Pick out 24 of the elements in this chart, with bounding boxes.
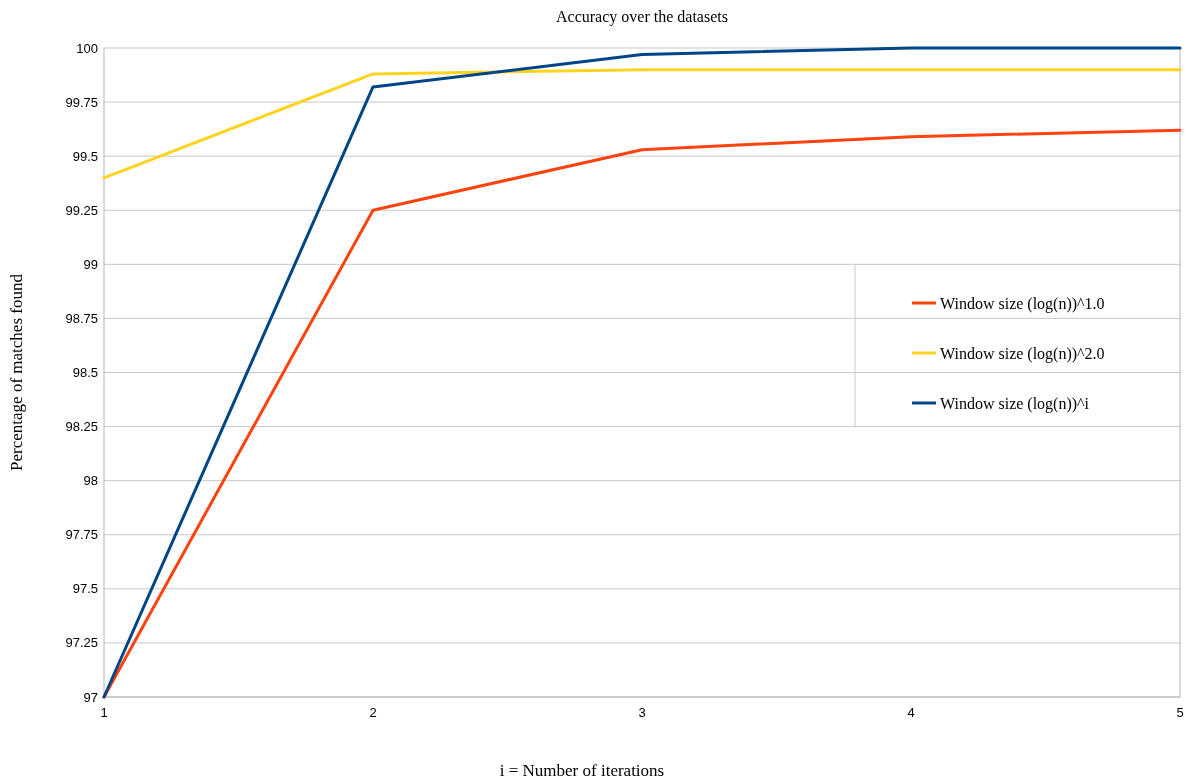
y-tick-label: 97 <box>83 689 98 705</box>
y-tick-label: 99.75 <box>65 94 98 110</box>
y-tick-label: 97.75 <box>65 527 98 543</box>
legend-label: Window size (log(n))^i <box>940 394 1090 413</box>
x-tick-label: 5 <box>1176 705 1184 720</box>
y-tick-label: 97.5 <box>72 581 98 597</box>
y-tick-label: 99.25 <box>65 202 98 218</box>
y-tick-label: 98.75 <box>65 310 98 326</box>
x-tick-label: 1 <box>100 705 108 720</box>
chart-title: Accuracy over the datasets <box>556 8 728 26</box>
y-tick-label: 98.25 <box>65 419 98 435</box>
legend-label: Window size (log(n))^2.0 <box>940 344 1105 363</box>
y-tick-label: 97.25 <box>65 635 98 651</box>
y-axis-title: Percentage of matches found <box>7 273 26 471</box>
x-axis-title: i = Number of iterations <box>499 761 665 780</box>
y-tick-label: 98 <box>83 473 98 489</box>
y-tick-label: 99.5 <box>72 148 98 164</box>
x-tick-label: 2 <box>369 705 377 720</box>
x-tick-label: 4 <box>907 705 915 720</box>
y-tick-label: 98.5 <box>72 365 98 381</box>
x-tick-label: 3 <box>638 705 646 720</box>
y-tick-label: 99 <box>83 256 98 272</box>
y-tick-label: 100 <box>76 40 98 56</box>
legend-label: Window size (log(n))^1.0 <box>940 294 1105 313</box>
